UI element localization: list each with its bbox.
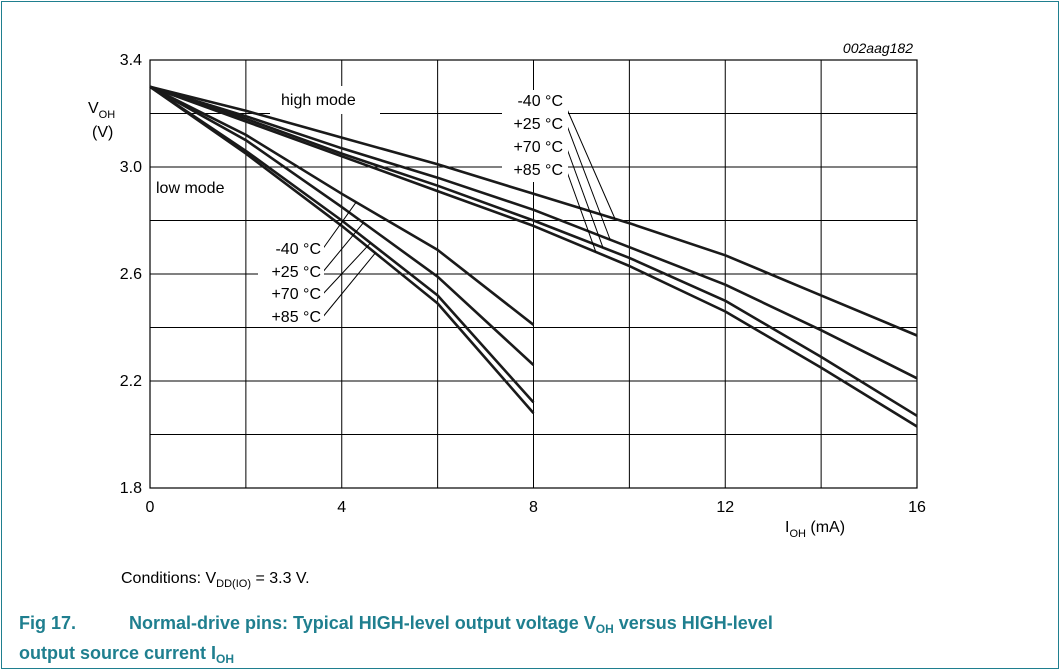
leader-line <box>565 145 604 248</box>
leader-line <box>321 252 376 319</box>
series-lines <box>149 85 918 428</box>
high-mode-label: high mode <box>281 92 356 109</box>
leader-line <box>321 201 357 251</box>
y-axis-unit: (V) <box>92 124 113 141</box>
low-temp-labels: -40 °C +25 °C +70 °C +85 °C <box>258 237 324 327</box>
figure-title-line2: output source current IOH <box>19 643 235 666</box>
low-mode-label: low mode <box>156 180 225 197</box>
y-tick-label: 3.0 <box>120 159 142 176</box>
x-tick-label: 12 <box>716 499 734 516</box>
series-line <box>149 85 918 428</box>
high-temp-labels-bg <box>502 90 568 182</box>
series-line <box>149 85 918 380</box>
series-line <box>149 85 535 366</box>
low-temp-label: +85 °C <box>271 309 321 326</box>
plot-border <box>149 59 918 489</box>
figure-title-line1: Normal-drive pins: Typical HIGH-level ou… <box>129 613 596 633</box>
high-temp-labels: -40 °C +25 °C +70 °C +85 °C <box>502 90 568 182</box>
low-temp-label: +25 °C <box>271 264 321 281</box>
series-line <box>149 85 535 414</box>
leader-line <box>565 122 611 240</box>
x-tick-label: 0 <box>146 499 155 516</box>
high-temp-label: -40 °C <box>517 93 563 110</box>
low-temp-label: -40 °C <box>275 241 321 258</box>
series-line <box>149 85 535 326</box>
chart: 0 4 8 12 16 1.8 2.2 2.6 3.0 3.4 002aag182 VOH (V)… <box>88 40 926 540</box>
leader-line <box>562 99 616 219</box>
leader-line <box>565 168 597 253</box>
low-mode-label-bg <box>151 174 236 200</box>
high-temp-label: +85 °C <box>513 162 563 179</box>
leader-lines <box>321 99 616 319</box>
figure-id-label: 002aag182 <box>843 40 913 56</box>
figure-caption: Fig 17. Normal-drive pins: Typical HIGH-l… <box>19 611 1049 671</box>
x-tick-label: 4 <box>337 499 346 516</box>
conditions-note: Conditions: VDD(IO) = 3.3 V. <box>121 570 310 590</box>
x-tick-label: 8 <box>529 499 538 516</box>
low-temp-label: +70 °C <box>271 286 321 303</box>
y-tick-label: 1.8 <box>120 480 142 497</box>
low-temp-labels-bg <box>258 237 324 327</box>
y-tick-label: 3.4 <box>120 52 142 69</box>
high-mode-label-bg <box>270 86 380 114</box>
high-temp-label: +25 °C <box>513 116 563 133</box>
x-axis-label: IOH (mA) <box>785 519 845 540</box>
high-temp-label: +70 °C <box>513 139 563 156</box>
leader-line <box>321 242 371 296</box>
series-line <box>149 85 918 417</box>
y-axis-label: VOH <box>88 100 115 121</box>
y-tick-label: 2.6 <box>120 266 142 283</box>
y-tick-label: 2.2 <box>120 373 142 390</box>
tick-labels: 0 4 8 12 16 1.8 2.2 2.6 3.0 3.4 <box>120 52 926 516</box>
x-tick-label: 16 <box>908 499 926 516</box>
series-line <box>149 85 918 337</box>
leader-line <box>321 222 364 274</box>
series-line <box>149 85 535 404</box>
figure-number: Fig 17. <box>19 613 77 633</box>
